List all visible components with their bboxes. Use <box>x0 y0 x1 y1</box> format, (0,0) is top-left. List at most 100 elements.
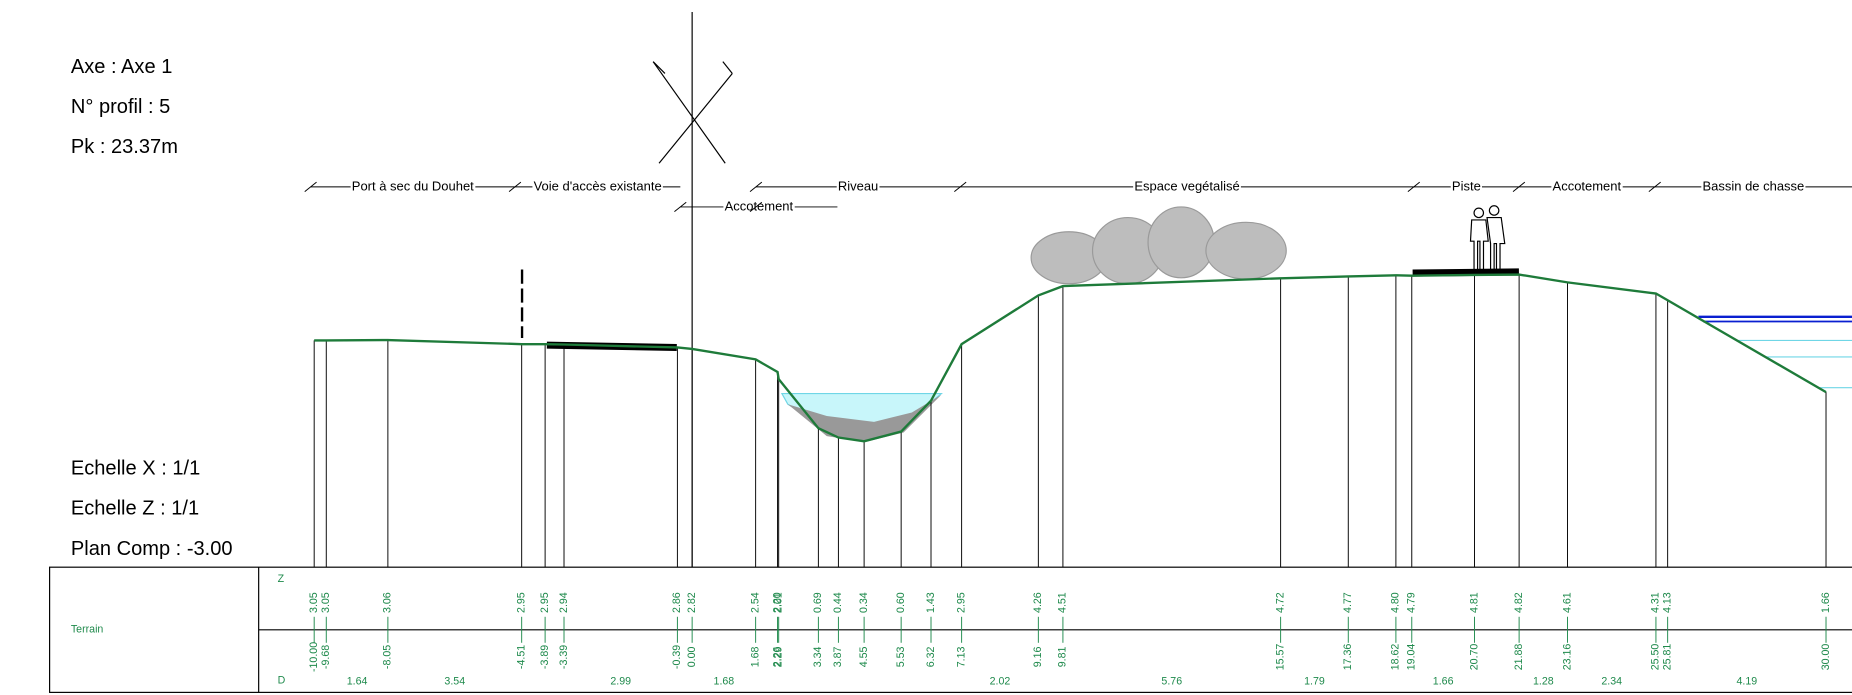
zone-slash <box>954 181 967 192</box>
z-value: 4.81 <box>1468 592 1480 613</box>
z-value: 2.86 <box>671 592 683 613</box>
z-value: 4.77 <box>1342 592 1354 613</box>
d-value: -9.68 <box>320 645 332 669</box>
z-value: 2.95 <box>515 592 527 613</box>
d-value: -10.00 <box>308 642 320 672</box>
zone-label-bg <box>1450 183 1482 191</box>
d-value: 25.81 <box>1661 644 1673 671</box>
z-value: 0.60 <box>895 592 907 613</box>
z-value: 3.06 <box>382 592 394 613</box>
table-frame <box>49 566 1852 693</box>
d-value: 0.00 <box>686 647 698 668</box>
z-value: 2.01 <box>773 592 785 613</box>
zone-label-bg <box>532 183 663 191</box>
d-value: 25.50 <box>1650 644 1662 671</box>
zone-slash <box>508 181 522 192</box>
d-value: -4.51 <box>515 645 527 669</box>
d-value: 2.29 <box>773 647 785 668</box>
plan-comp: Plan Comp : -3.00 <box>71 538 233 560</box>
distance-value: 5.76 <box>1161 676 1182 688</box>
zone-slash <box>674 201 687 213</box>
zone-label: Port à sec du Douhet <box>352 178 474 193</box>
zone-label: Riveau <box>838 178 878 193</box>
vegetation <box>1030 206 1287 285</box>
d-value: 4.55 <box>858 647 870 668</box>
d-value: 15.57 <box>1274 644 1286 671</box>
d-value: 1.68 <box>749 647 761 668</box>
zone-slash <box>1407 181 1421 192</box>
z-value: 0.34 <box>858 592 870 613</box>
table-row-label: Terrain <box>71 624 104 636</box>
distance-value: 2.02 <box>990 676 1011 688</box>
d-value: -3.89 <box>539 645 551 669</box>
z-value: 3.05 <box>320 592 332 613</box>
z-value: 1.43 <box>925 592 937 613</box>
zone-label-bg <box>350 183 476 191</box>
distance-value: 1.64 <box>347 676 368 688</box>
d-value: 7.13 <box>955 647 967 668</box>
zone-label: Voie d'accès existante <box>534 178 662 193</box>
zone-slash <box>749 201 763 213</box>
z-value: 4.31 <box>1650 592 1662 613</box>
terrain-profile <box>314 273 1827 443</box>
zone-label-bg <box>1551 183 1623 191</box>
distance-value: 4.19 <box>1736 676 1757 688</box>
pk: Pk : 23.37m <box>71 136 178 158</box>
zone-slash <box>1512 181 1526 192</box>
d-value: 18.62 <box>1390 644 1402 671</box>
road-surface <box>1412 268 1519 277</box>
zone-label: Accotement <box>725 198 794 213</box>
z-value: 0.69 <box>812 592 824 613</box>
d-value: 20.70 <box>1468 644 1480 671</box>
d-value: -0.39 <box>671 645 683 669</box>
people-icon <box>1469 205 1506 271</box>
distance-value: 1.68 <box>714 676 735 688</box>
zone-label: Accotement <box>1553 178 1622 193</box>
d-value: 2.26 <box>771 647 783 668</box>
z-value: 2.95 <box>955 592 967 613</box>
zone-label: Bassin de chasse <box>1702 178 1804 193</box>
z-label: Z <box>278 573 285 585</box>
scale-z: Echelle Z : 1/1 <box>71 498 199 520</box>
d-value: 3.87 <box>832 647 844 668</box>
z-value: 4.72 <box>1274 592 1286 613</box>
z-value: 4.80 <box>1390 592 1402 613</box>
z-value: 2.94 <box>558 592 570 613</box>
d-value: 9.81 <box>1057 647 1069 668</box>
zone-label-bg <box>723 203 795 211</box>
d-value: 23.16 <box>1561 644 1573 671</box>
zone-label-bg <box>836 183 880 191</box>
basin-water <box>1698 315 1852 389</box>
axis-marker <box>652 12 733 568</box>
zone-label-bg <box>1133 183 1241 191</box>
profile-number: N° profil : 5 <box>71 96 170 118</box>
zone-label: Espace vegétalisé <box>1134 178 1239 193</box>
d-value: 19.04 <box>1406 644 1418 671</box>
distance-value: 1.28 <box>1533 676 1554 688</box>
d-value: 5.53 <box>895 647 907 668</box>
zone-label-bg <box>1701 183 1806 191</box>
z-value: 4.26 <box>1032 592 1044 613</box>
z-value: 4.82 <box>1513 592 1525 613</box>
z-value: 4.61 <box>1561 592 1573 613</box>
distance-value: 2.34 <box>1601 676 1622 688</box>
distance-value: 1.79 <box>1304 676 1325 688</box>
d-value: -8.05 <box>382 645 394 669</box>
d-value: 30.00 <box>1820 644 1832 671</box>
axis-name: Axe : Axe 1 <box>71 56 172 78</box>
z-value: 3.05 <box>308 592 320 613</box>
distance-value: 2.99 <box>610 676 631 688</box>
d-value: 21.88 <box>1513 644 1525 671</box>
z-value: 4.79 <box>1406 592 1418 613</box>
z-value: 2.82 <box>686 592 698 613</box>
z-value: 2.54 <box>749 592 761 613</box>
zone-slash <box>749 181 763 192</box>
d-label: D <box>278 674 286 686</box>
z-value: 1.66 <box>1820 592 1832 613</box>
z-value: 2.20 <box>771 592 783 613</box>
zone-slash <box>304 181 317 192</box>
d-value: 17.36 <box>1342 644 1354 671</box>
d-value: -3.39 <box>558 645 570 669</box>
z-value: 0.44 <box>832 592 844 613</box>
